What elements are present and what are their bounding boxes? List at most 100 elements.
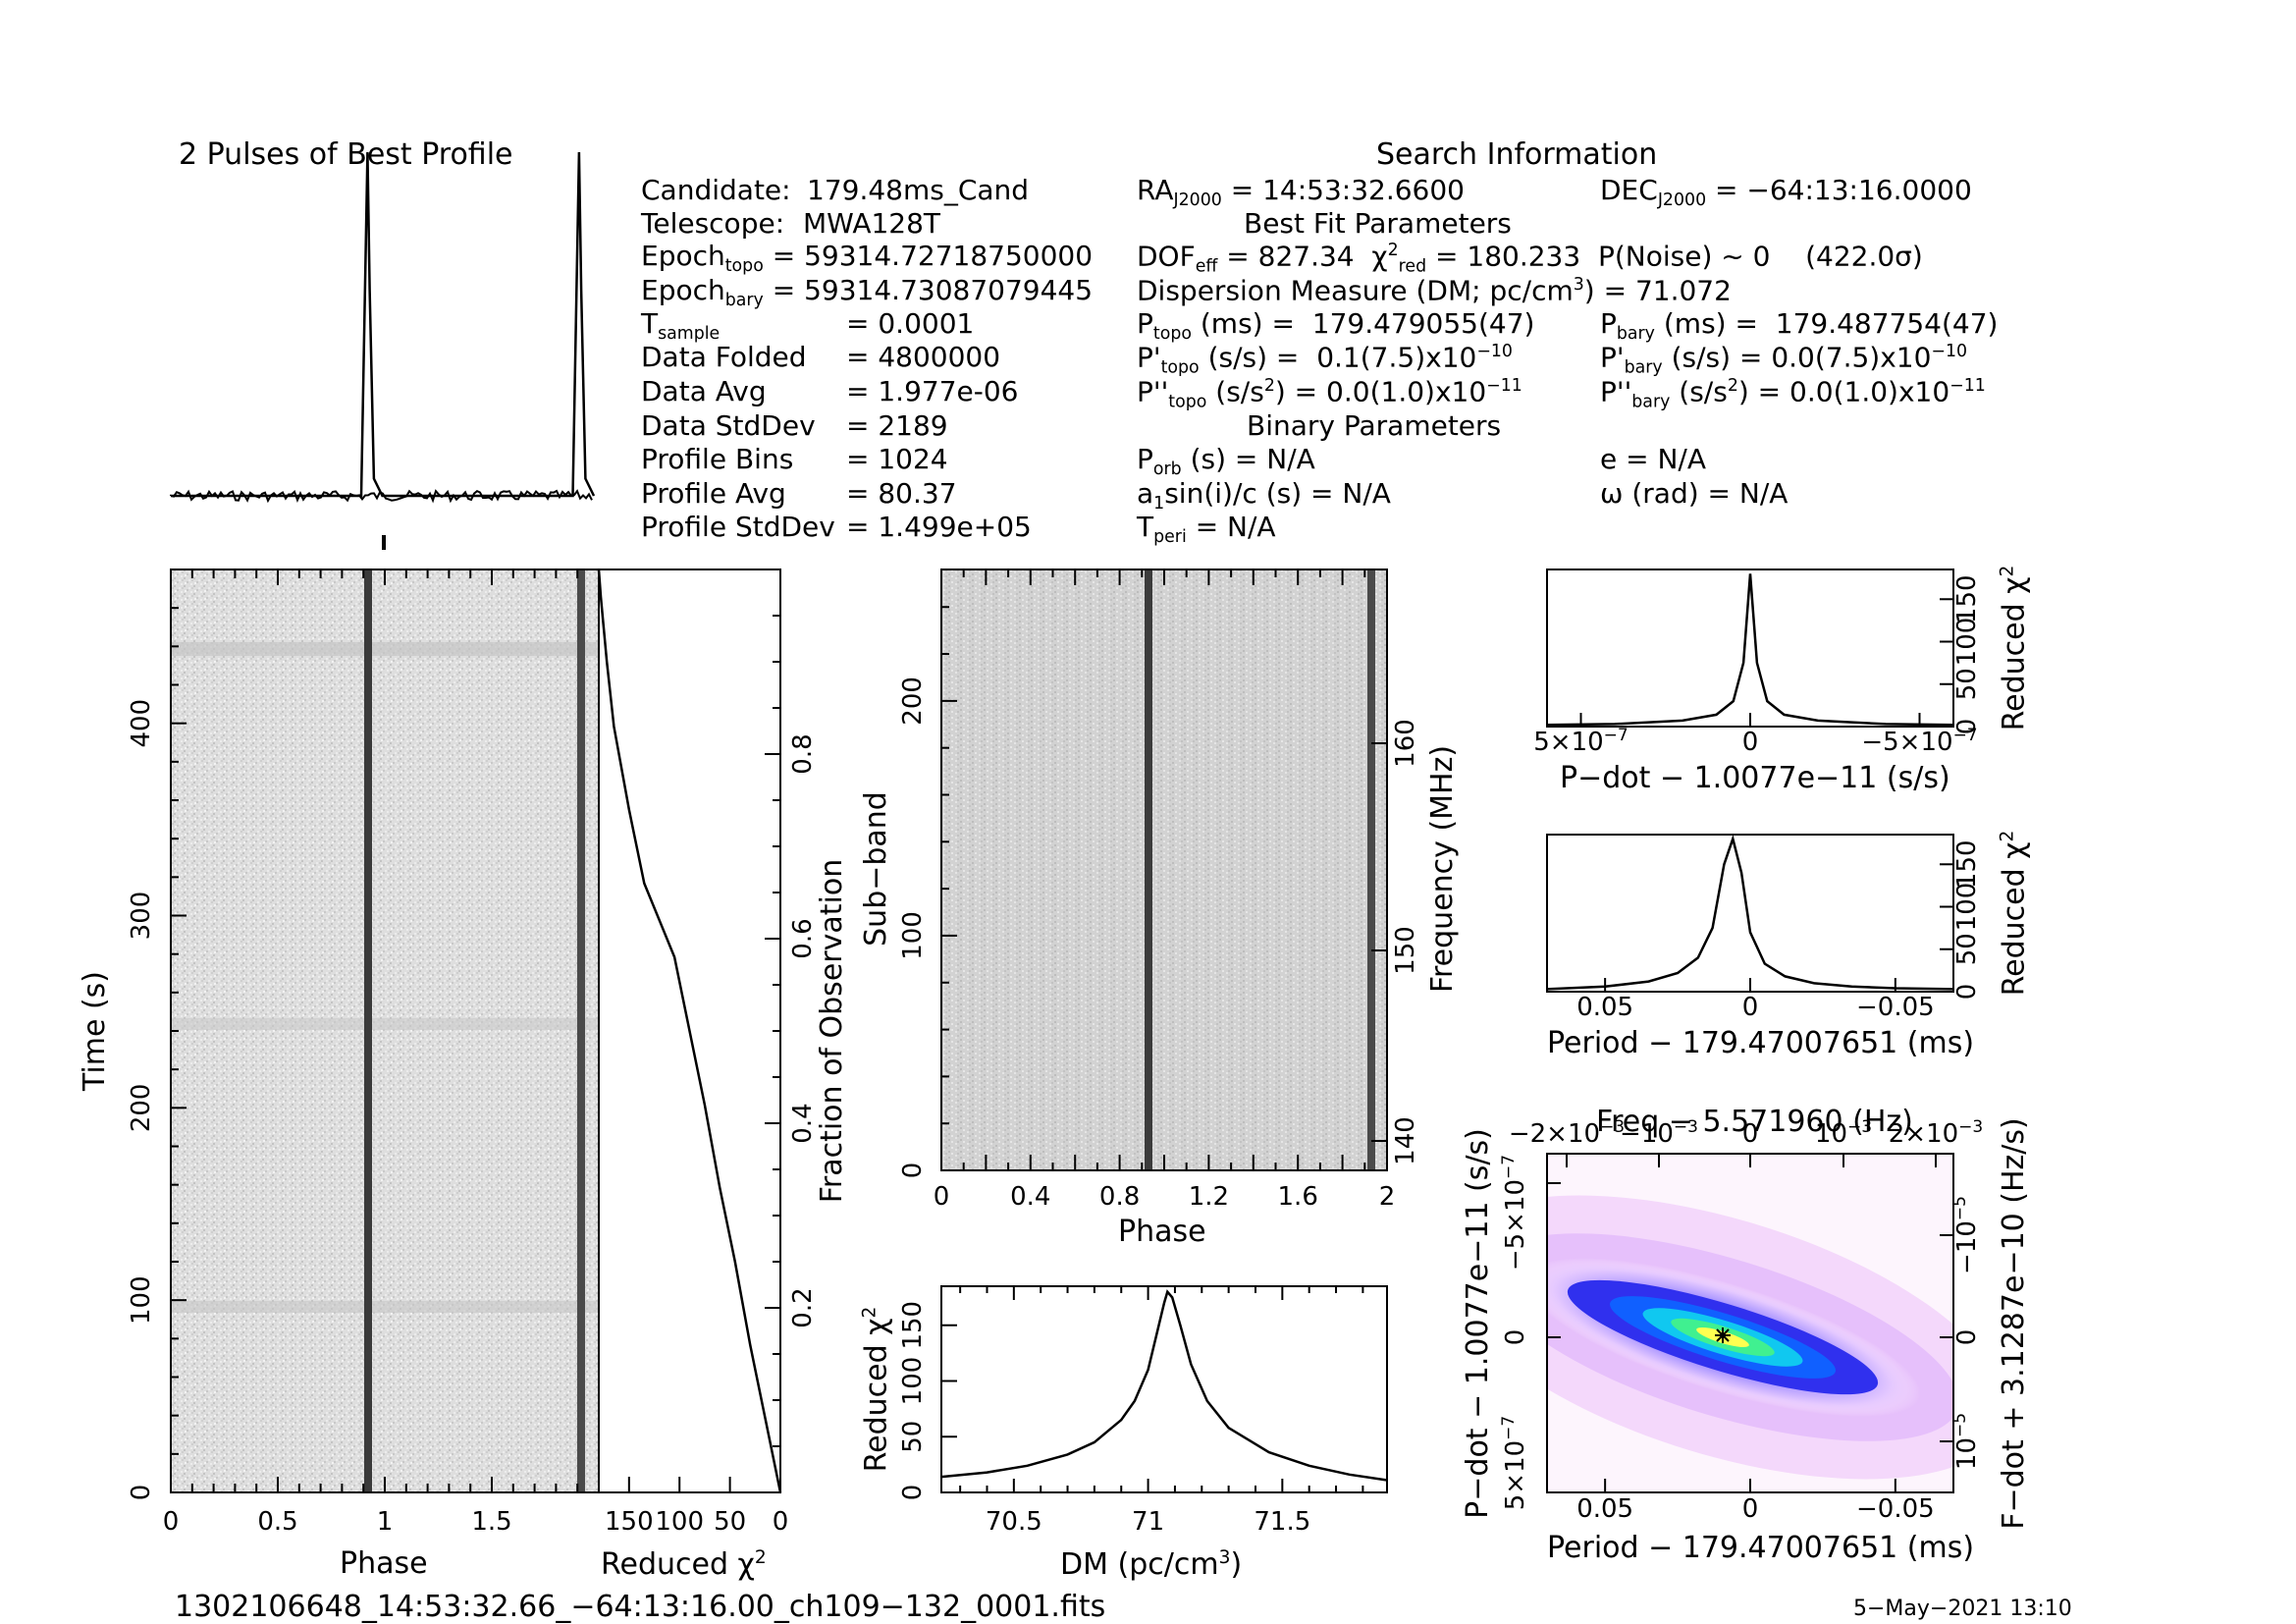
ct-xtick-label: 50 xyxy=(714,1507,746,1537)
ppd-ylabel: P−dot − 1.0077e−11 (s/s) xyxy=(1461,1128,1495,1519)
ppd-right-tick-label: 10−5 xyxy=(1950,1413,1982,1470)
dm-xlabel: DM (pc/cm3) xyxy=(1060,1547,1243,1583)
tp-xtick-label: 0 xyxy=(163,1507,180,1537)
time-phase-pulse xyxy=(364,569,372,1492)
time-phase-yticks: 0 100 200 300 400 xyxy=(127,568,187,1500)
dm-xtick-label: 71.5 xyxy=(1254,1507,1310,1537)
ct-xtick-label: 0 xyxy=(773,1507,789,1537)
sb-xtick-label: 0.8 xyxy=(1099,1182,1140,1212)
pd-xtick-label: 0 xyxy=(1742,728,1759,757)
subband-pulse xyxy=(1145,569,1152,1170)
chi2-time-xticks: 150 100 50 0 xyxy=(605,1477,788,1537)
dm-plot: 70.5 71 71.5 0 50 100 150 xyxy=(898,1285,1388,1537)
dm-xtick-label: 71 xyxy=(1132,1507,1164,1537)
sb-xtick-label: 1.2 xyxy=(1189,1182,1229,1212)
footer-filename: 1302106648_14:53:32.66_−64:13:16.00_ch10… xyxy=(175,1590,1106,1624)
subband-heatmap xyxy=(941,569,1387,1170)
dm-xticks: 70.5 71 71.5 xyxy=(959,1286,1364,1537)
sb-ftick-label: 160 xyxy=(1391,719,1420,768)
ppd-xtick-label: −0.05 xyxy=(1856,1494,1935,1524)
chi2-time-yticks: 0.2 0.4 0.6 0.8 xyxy=(765,568,818,1493)
profile-std-value: = 1.499e+05 xyxy=(846,511,1032,543)
data-folded-value: = 4800000 xyxy=(846,341,1001,373)
data-avg-label: Data Avg xyxy=(641,375,767,407)
tperi-value: Tperi = N/A xyxy=(1137,511,1276,548)
dec-value: DECJ2000 = −64:13:16.0000 xyxy=(1600,174,1972,211)
pe-ytick-label: 100 xyxy=(1952,883,1982,932)
time-phase-band xyxy=(171,642,599,656)
pe-xtick-label: −0.05 xyxy=(1856,993,1935,1022)
ppd-ticks: 0.05 0 −0.05−2×10−3−10−3 0 10−3 2×10−35×10−70… xyxy=(1499,1117,1983,1524)
pdot-bary: P'bary (s/s) = 0.0(7.5)x10−10 xyxy=(1600,341,1968,378)
dm-yticks: 0 50 100 150 xyxy=(898,1301,957,1500)
tp-ytick-label: 200 xyxy=(127,1084,156,1133)
sb-ftick-label: 140 xyxy=(1391,1116,1420,1165)
time-phase-plot: 0 0.5 1 1.5 0 100 200 300 400 xyxy=(127,568,600,1537)
sb-xlabel: Phase xyxy=(1118,1215,1206,1249)
pe-xtick-label: 0.05 xyxy=(1576,993,1633,1022)
ecc-value: e = N/A xyxy=(1600,443,1707,475)
search-info-title: Search Information xyxy=(1376,137,1658,172)
time-phase-heatmap xyxy=(171,569,599,1492)
pe-ytick-label: 0 xyxy=(1952,984,1982,1001)
profile-std-label: Profile StdDev xyxy=(641,511,835,543)
pe-ytick-label: 150 xyxy=(1952,839,1982,889)
best-fit-title: Best Fit Parameters xyxy=(1244,207,1512,240)
sb-ytick-label: 100 xyxy=(898,911,928,960)
pdot-trace xyxy=(1546,573,1954,727)
subband-freq-ticks: 140 150 160 xyxy=(1371,719,1420,1165)
ppd-ytick-label: 5×10−7 xyxy=(1499,1416,1530,1510)
p-bary: Pbary (ms) = 179.487754(47) xyxy=(1600,307,1999,345)
telescope-label: Telescope: xyxy=(641,207,785,240)
ppd-top-tick-label: 10−3 xyxy=(1815,1117,1872,1149)
dm-xtick-label: 70.5 xyxy=(986,1507,1042,1537)
candidate-value: 179.48ms_Cand xyxy=(807,174,1030,206)
dm-value: Dispersion Measure (DM; pc/cm3) = 71.072 xyxy=(1137,274,1732,307)
pd-ytick-label: 0 xyxy=(1952,719,1982,735)
time-phase-band xyxy=(171,1018,599,1030)
pdot-ylabel: Reduced χ2 xyxy=(1997,565,2032,731)
period-frame xyxy=(1546,834,1954,993)
tp-xtick-label: 1.5 xyxy=(471,1507,511,1537)
ct-ytick-label: 0.8 xyxy=(788,733,818,774)
subband-pulse xyxy=(1367,569,1375,1170)
ct-ytick-label: 0.2 xyxy=(788,1287,818,1327)
ppd-top-tick-label: 0 xyxy=(1742,1119,1759,1149)
ppd-ylabel-right: F−dot + 3.1287e−10 (Hz/s) xyxy=(1997,1117,2031,1530)
a1-value: a1sin(i)/c (s) = N/A xyxy=(1137,477,1391,514)
pe-ytick-label: 50 xyxy=(1952,933,1982,965)
dof-chi2: DOFeff = 827.34 χ2red = 180.233 P(Noise)… xyxy=(1137,240,1923,277)
pddot-bary: P''bary (s/s2) = 0.0(1.0)x10−11 xyxy=(1600,375,1986,412)
porb-value: Porb (s) = N/A xyxy=(1137,443,1315,480)
pdot-topo: P'topo (s/s) = 0.1(7.5)x10−10 xyxy=(1137,341,1513,378)
time-phase-pulse xyxy=(577,569,585,1492)
period-pdot-plot: 0.05 0 −0.05−2×10−3−10−3 0 10−3 2×10−35×10−70… xyxy=(1499,1117,1983,1524)
dm-ytick-label: 0 xyxy=(898,1485,928,1501)
ct-ylabel: Fraction of Observation xyxy=(815,858,849,1204)
subband-xticks: 0 0.4 0.8 1.2 1.6 2 xyxy=(934,569,1395,1212)
ppd-xtick-label: 0.05 xyxy=(1576,1494,1633,1524)
ct-ytick-label: 0.4 xyxy=(788,1103,818,1143)
period-trace xyxy=(1546,834,1954,991)
pd-ytick-label: 100 xyxy=(1952,618,1982,667)
sb-ylabel: Sub−band xyxy=(859,791,893,947)
ct-xtick-label: 100 xyxy=(655,1507,704,1537)
subband-phase-plot: 0 0.4 0.8 1.2 1.6 2 0 100 200 140 150 160 xyxy=(898,568,1420,1212)
chi2-time-plot: 150 100 50 0 0.2 0.4 0.6 0.8 xyxy=(597,568,818,1537)
time-phase-band xyxy=(171,1301,599,1313)
pd-xtick-label: 5×10−7 xyxy=(1533,726,1628,757)
epoch-topo: Epochtopo = 59314.72718750000 xyxy=(641,240,1094,277)
ct-xtick-label: 150 xyxy=(605,1507,654,1537)
ppd-xtick-label: 0 xyxy=(1742,1494,1759,1524)
ppd-ytick-label: −5×10−7 xyxy=(1499,1155,1530,1271)
ppd-best-marker xyxy=(1715,1327,1731,1343)
sb-ytick-label: 0 xyxy=(898,1163,928,1179)
sb-ytick-label: 200 xyxy=(898,677,928,726)
data-std-label: Data StdDev xyxy=(641,409,816,442)
tsample-label: Tsample xyxy=(641,307,721,345)
period-ylabel: Reduced χ2 xyxy=(1997,830,2032,997)
profile-avg-label: Profile Avg xyxy=(641,477,786,510)
